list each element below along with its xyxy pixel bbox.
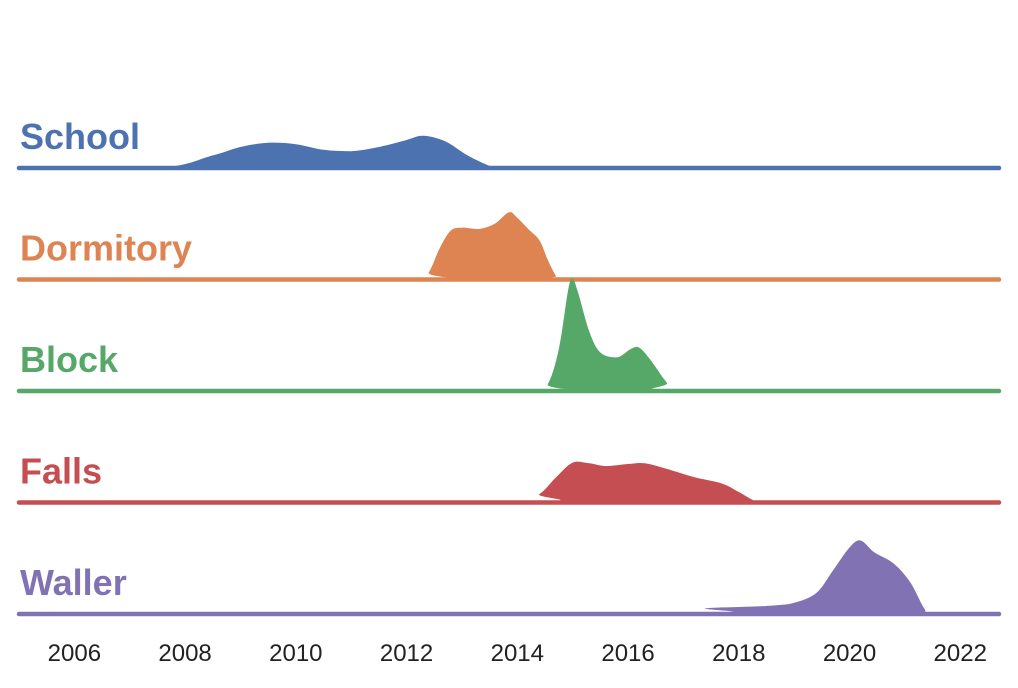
density-area-falls (19, 461, 999, 503)
row-label-dormitory: Dormitory (20, 228, 192, 269)
ridge-rows: School Dormitory Block Falls Waller (16, 116, 1002, 617)
x-tick-label: 2016 (601, 640, 654, 667)
row-label-falls: Falls (20, 451, 102, 492)
x-tick-label: 2020 (823, 640, 876, 667)
x-tick-label: 2018 (712, 640, 765, 667)
ridge-row-falls: Falls (16, 451, 1002, 505)
density-area-block (19, 278, 999, 391)
x-tick-label: 2006 (48, 640, 101, 667)
row-label-block: Block (20, 339, 119, 380)
x-tick-label: 2008 (158, 640, 211, 667)
x-tick-label: 2012 (380, 640, 433, 667)
density-area-dormitory (19, 212, 999, 280)
density-area-waller (19, 540, 999, 614)
x-tick-label: 2010 (269, 640, 322, 667)
ridge-row-school: School (16, 116, 1002, 171)
density-area-school (19, 135, 999, 168)
row-label-school: School (20, 116, 140, 157)
ridge-row-waller: Waller (16, 540, 1002, 617)
x-tick-label: 2014 (491, 640, 544, 667)
x-axis-ticks: 2006 2008 2010 2012 2014 2016 2018 2020 2022 (48, 640, 987, 667)
ridge-row-block: Block (16, 278, 1002, 394)
row-label-waller: Waller (20, 562, 127, 603)
x-tick-label: 2022 (934, 640, 987, 667)
ridge-row-dormitory: Dormitory (16, 212, 1002, 282)
